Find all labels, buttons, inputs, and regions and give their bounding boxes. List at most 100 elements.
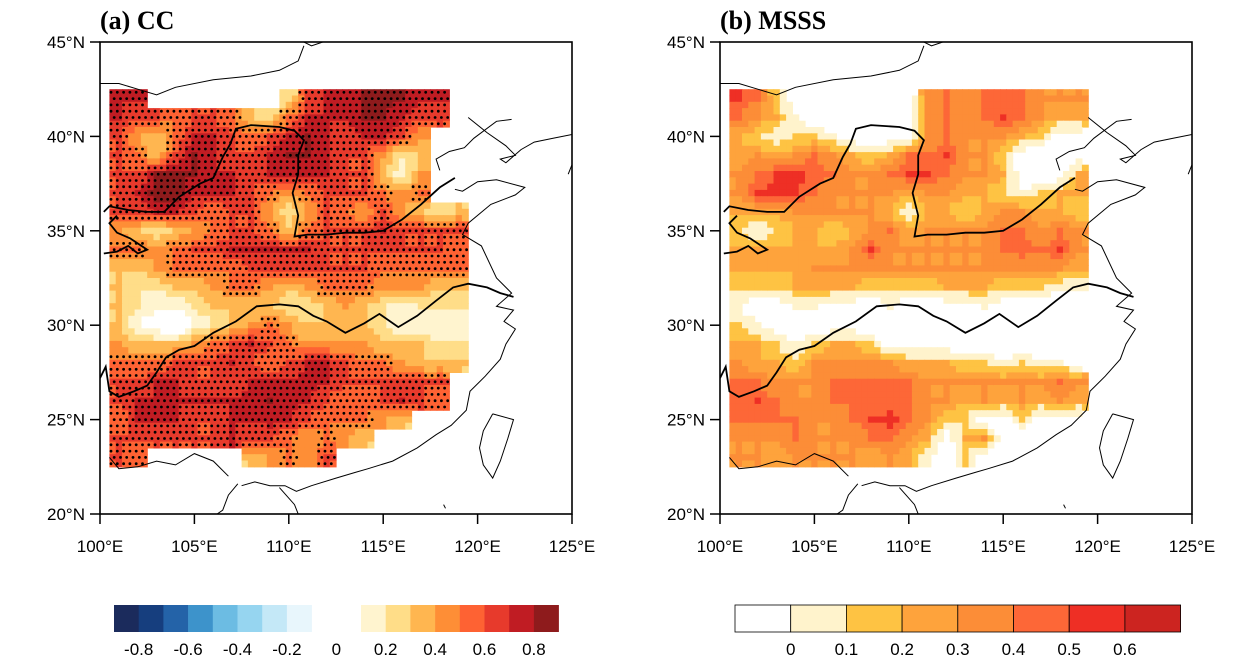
contour-cell [222,120,230,128]
contour-cell [172,158,180,166]
contour-cell [291,385,299,392]
stipple-dot [248,355,251,359]
stipple-dot [373,254,377,258]
contour-cell [241,164,249,172]
contour-cell [147,240,155,248]
contour-cell [216,183,224,191]
contour-cell [367,422,375,430]
stipple-dot [235,235,239,239]
stipple-dot [364,153,368,157]
stipple-dot [430,386,434,390]
stipple-dot [266,317,270,321]
stipple-dot [229,411,233,415]
stipple-dot [292,122,295,126]
stipple-dot [112,437,116,440]
contour-cell [336,334,343,342]
contour-cell [367,183,375,191]
stipple-dot [370,116,374,119]
contour-cell [153,252,161,260]
stipple-dot [396,229,399,233]
contour-cell [405,284,413,292]
contour-cell [329,441,337,449]
contour-cell [424,315,431,323]
contour-cell [153,441,161,449]
contour-cell [405,422,413,430]
contour-cell [317,221,324,229]
stipple-dot [345,361,349,365]
stipple-dot [229,185,233,189]
contour-cell [241,372,249,380]
stipple-dot [329,292,333,296]
stipple-dot [465,248,468,252]
stipple-dot [222,223,226,226]
stipple-dot [241,160,245,164]
contour-cell [298,340,306,348]
stipple-dot [229,166,233,170]
stipple-dot [342,386,346,390]
stipple-dot [216,197,220,201]
contour-cell [298,441,306,449]
contour-cell [185,340,192,348]
contour-cell [424,164,431,172]
stipple-dot [122,147,125,151]
contour-cell [380,278,387,285]
contour-cell [298,334,306,342]
contour-cell [304,447,312,455]
contour-cell [153,259,161,266]
contour-cell [172,139,180,147]
stipple-dot [292,260,295,264]
stipple-dot [200,399,204,403]
stipple-dot [210,128,214,132]
contour-cell [291,89,299,97]
contour-cell [140,391,148,399]
contour-cell [235,429,243,436]
contour-cell [291,208,299,216]
contour-cell [436,366,444,373]
stipple-dot [125,191,129,195]
stipple-dot [418,374,421,377]
stipple-dot [194,399,198,403]
stipple-dot [185,166,188,170]
stipple-dot [194,191,198,195]
stipple-dot [304,242,308,245]
contour-cell [122,366,129,373]
contour-cell [285,441,293,449]
stipple-dot [191,405,195,409]
contour-cell [254,240,262,248]
contour-cell [216,145,224,153]
contour-cell [122,353,129,361]
contour-cell [424,145,431,153]
contour-cell [304,183,312,191]
stipple-dot [160,216,163,220]
stipple-dot [229,349,233,352]
contour-cell [354,164,362,172]
stipple-dot [257,380,261,384]
stipple-dot [175,172,179,176]
stipple-dot [185,260,188,264]
contour-cell [241,422,249,430]
contour-cell [398,252,406,260]
contour-cell [398,271,406,279]
contour-cell [361,309,369,317]
contour-cell [134,139,142,147]
contour-cell [367,347,375,355]
contour-cell [310,347,318,355]
stipple-dot [370,153,374,157]
stipple-dot [355,128,358,132]
contour-cell [222,158,230,166]
stipple-dot [222,128,226,132]
stipple-dot [279,166,283,170]
stipple-dot [122,411,125,415]
contour-cell [323,429,331,436]
stipple-dot [436,242,440,245]
stipple-dot [147,367,151,371]
stipple-dot [440,399,443,403]
contour-cell [354,158,362,166]
stipple-dot [323,292,327,296]
contour-cell [436,347,444,355]
contour-cell [191,278,199,285]
contour-cell [241,290,249,298]
contour-cell [266,196,274,204]
stipple-dot [141,160,144,164]
stipple-dot [386,242,390,245]
